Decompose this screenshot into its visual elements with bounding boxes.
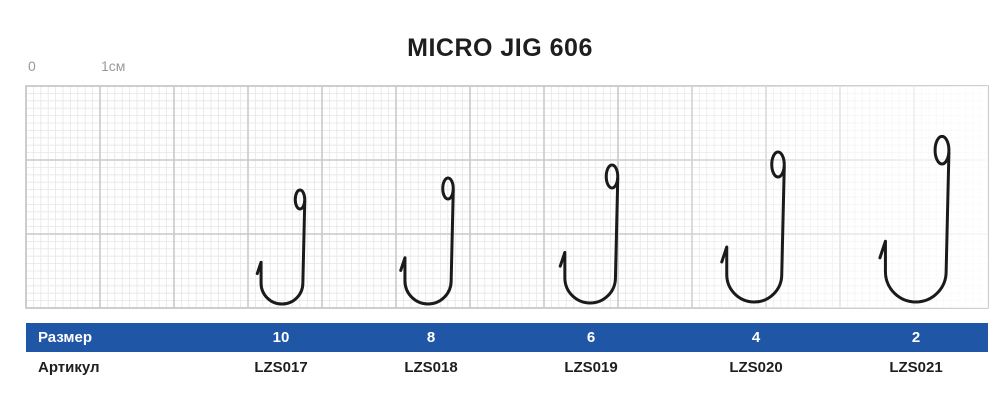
article-cell: LZS018 — [404, 359, 458, 376]
page-title: MICRO JIG 606 — [407, 34, 593, 62]
hook-illustration — [720, 150, 786, 304]
hook-body — [255, 199, 307, 306]
scale-cm-label: 1см — [101, 58, 126, 74]
size-cell: 2 — [911, 329, 921, 346]
article-cell: LZS020 — [729, 359, 783, 376]
hooks-group — [255, 134, 951, 306]
hook-eye — [293, 188, 307, 211]
size-cell: 8 — [426, 329, 436, 346]
size-row-bar: Размер 10 8 6 4 2 — [26, 323, 988, 352]
hook-body — [720, 165, 786, 304]
hook-eye — [770, 150, 786, 179]
hook-body — [878, 151, 951, 304]
hook-illustration — [399, 176, 455, 306]
hook-illustration — [255, 188, 307, 306]
hook-eye — [933, 134, 951, 166]
size-cell: 6 — [586, 329, 596, 346]
article-header: Артикул — [38, 359, 100, 376]
hook-eye — [441, 176, 455, 201]
hook-body — [399, 189, 455, 306]
size-header: Размер — [38, 329, 93, 346]
article-cell: LZS021 — [889, 359, 943, 376]
hook-illustration — [878, 134, 951, 304]
hook-body — [558, 177, 620, 305]
hook-eye — [604, 163, 620, 190]
article-cell: LZS019 — [564, 359, 618, 376]
measurement-grid — [25, 85, 989, 309]
grid-fade-overlay — [26, 86, 988, 308]
size-cell: 10 — [272, 329, 290, 346]
size-cell: 4 — [751, 329, 761, 346]
article-cell: LZS017 — [254, 359, 308, 376]
scale-zero-label: 0 — [28, 58, 36, 74]
hook-illustration — [558, 163, 620, 305]
